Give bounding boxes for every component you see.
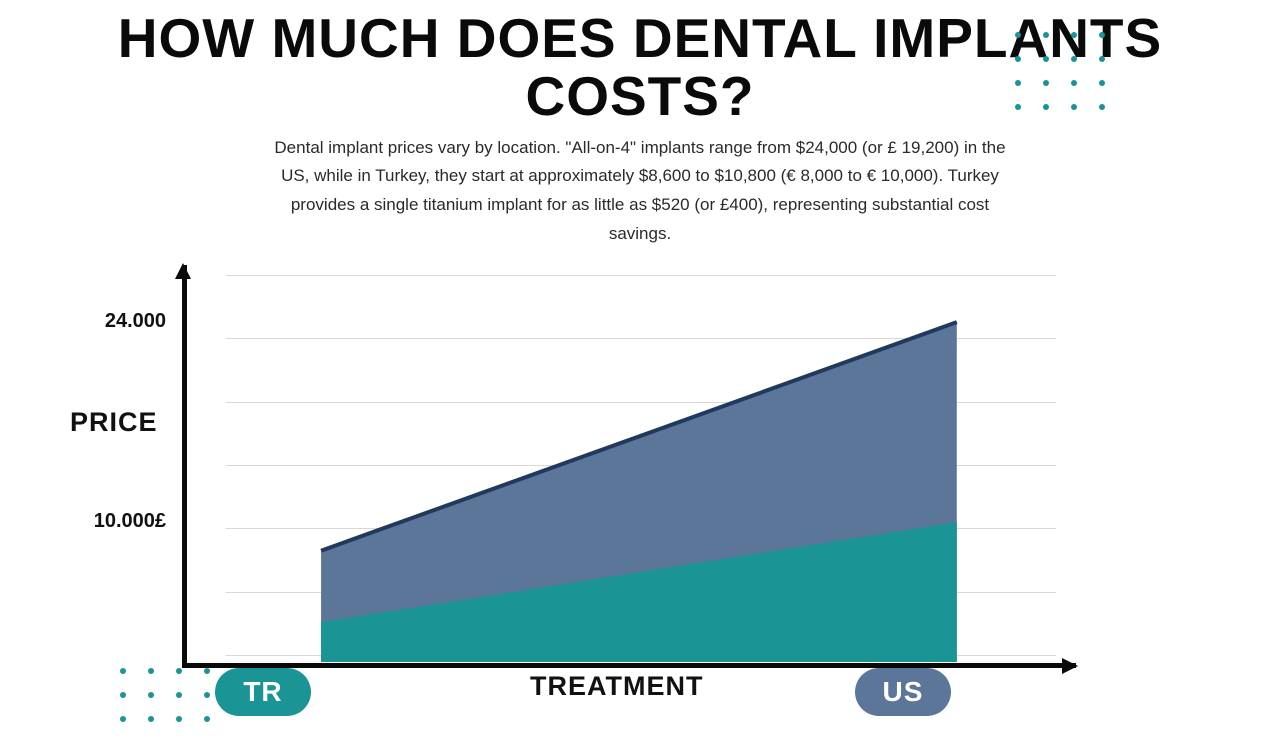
y-axis-line	[182, 265, 187, 665]
y-tick-label: 24.000	[105, 310, 166, 333]
x-axis-label: TREATMENT	[530, 671, 703, 702]
decorative-dot-grid-bottom-left	[120, 668, 210, 740]
y-axis-arrowhead	[175, 263, 191, 279]
subtitle-paragraph: Dental implant prices vary by location. …	[270, 134, 1010, 250]
country-pill-tr: TR	[215, 668, 311, 716]
y-axis-label: PRICE	[70, 407, 158, 438]
chart-plot-area	[182, 265, 1076, 665]
x-axis-line	[182, 663, 1076, 668]
y-tick-label: 10.000£	[94, 510, 166, 533]
decorative-dot-grid-top-right	[1015, 32, 1105, 128]
area-chart: 24.00010.000£	[176, 265, 1076, 665]
country-pill-us: US	[855, 668, 951, 716]
x-axis-arrowhead	[1062, 658, 1078, 674]
